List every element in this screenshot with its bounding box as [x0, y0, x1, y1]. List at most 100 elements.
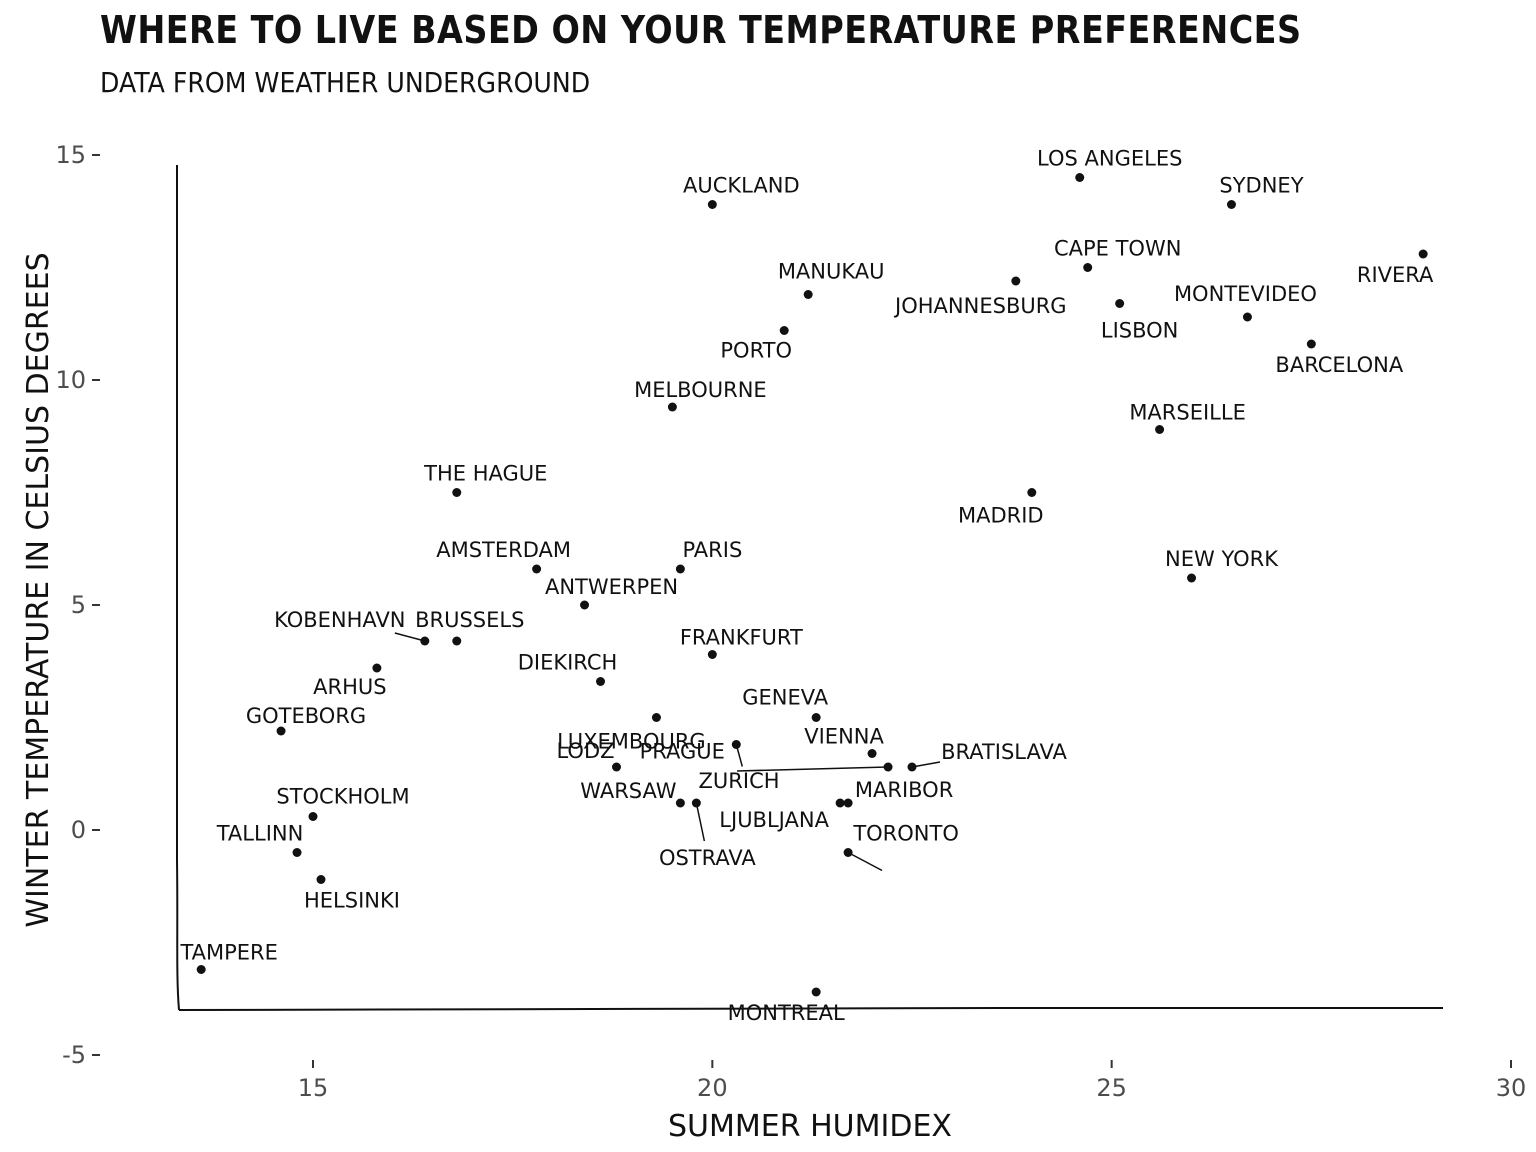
- data-point: [1075, 173, 1085, 182]
- data-point: [835, 798, 845, 808]
- city-label: PORTO: [720, 339, 792, 363]
- city-label: DIEKIRCH: [518, 651, 618, 675]
- data-point: [667, 402, 677, 412]
- city-label: STOCKHOLM: [276, 785, 409, 809]
- city-label: MARSEILLE: [1129, 401, 1246, 425]
- x-tick-label: 20: [697, 1074, 728, 1102]
- data-point: [420, 636, 430, 646]
- y-axis-title: WINTER TEMPERATURE IN CELSIUS DEGREES: [21, 252, 56, 927]
- data-point: [811, 987, 821, 997]
- leader-line: [394, 632, 426, 642]
- chart-title: WHERE TO LIVE BASED ON YOUR TEMPERATURE …: [100, 8, 1302, 52]
- city-label: KOBENHAVN: [274, 608, 405, 632]
- data-point: [1226, 200, 1236, 209]
- data-points: [196, 173, 1428, 997]
- data-point: [196, 965, 206, 974]
- city-label: HELSINKI: [304, 889, 400, 913]
- data-point: [316, 875, 326, 884]
- city-label: VIENNA: [804, 725, 884, 749]
- city-label: MARIBOR: [855, 778, 953, 802]
- city-label: LUXEMBOURG: [557, 730, 706, 754]
- city-label: MANUKAU: [778, 260, 885, 284]
- x-tick-label: 30: [1496, 1074, 1527, 1102]
- data-point: [611, 762, 621, 772]
- city-label: WARSAW: [580, 779, 677, 803]
- y-tick-label: 5: [71, 591, 86, 619]
- data-point: [1083, 263, 1093, 272]
- city-label: TAMPERE: [179, 941, 277, 965]
- city-label: LOS ANGELES: [1037, 147, 1182, 171]
- city-label: LJUBLJANA: [719, 808, 829, 832]
- data-point: [372, 663, 382, 673]
- data-point: [867, 749, 877, 758]
- city-label: CAPE TOWN: [1054, 237, 1181, 261]
- city-label: BRATISLAVA: [941, 740, 1067, 764]
- y-axis-line: [175, 164, 180, 1011]
- data-point: [883, 762, 893, 772]
- city-label: GENEVA: [742, 686, 829, 710]
- city-label: PRAGUE: [640, 740, 725, 764]
- data-point: [675, 798, 685, 808]
- data-point: [779, 326, 789, 335]
- city-label: AMSTERDAM: [436, 538, 571, 562]
- city-label: TALLINN: [216, 822, 304, 846]
- city-label: MONTEVIDEO: [1174, 282, 1317, 306]
- chart-subtitle: DATA FROM WEATHER UNDERGROUND: [100, 66, 591, 99]
- data-point: [580, 600, 590, 610]
- y-axis-ticks: -5 0 5 10 15: [55, 141, 100, 1069]
- x-tick-label: 25: [1096, 1074, 1127, 1102]
- city-label: SYDNEY: [1219, 174, 1303, 198]
- city-label: MONTREAL: [728, 1001, 845, 1025]
- city-labels: LOS ANGELES SYDNEY AUCKLAND RIVERA CAPE TOWN…: [179, 147, 1434, 1026]
- city-label: GOTEBORG: [246, 704, 366, 728]
- data-point: [596, 677, 606, 686]
- data-point: [292, 848, 302, 857]
- y-tick-label: 10: [55, 366, 86, 394]
- y-tick-label: -5: [62, 1041, 86, 1069]
- x-axis-ticks: 15 20 25 30: [298, 1060, 1527, 1102]
- city-label: FRANKFURT: [680, 626, 803, 650]
- data-point: [452, 488, 462, 497]
- city-label: JOHANNESBURG: [893, 294, 1067, 318]
- data-point: [907, 762, 917, 772]
- city-label: THE HAGUE: [423, 462, 547, 486]
- data-point: [707, 200, 717, 209]
- city-label: ZURICH: [699, 769, 780, 793]
- leader-line: [695, 802, 706, 842]
- city-label: NEW YORK: [1165, 547, 1279, 571]
- leader-line: [847, 851, 883, 872]
- city-label: ANTWERPEN: [545, 575, 678, 599]
- data-point: [707, 650, 717, 659]
- city-label: LISBON: [1101, 319, 1179, 343]
- label-leader-lines: [394, 632, 941, 872]
- city-label: OSTRAVA: [659, 846, 756, 870]
- data-point: [1011, 276, 1021, 286]
- leader-line: [911, 761, 941, 768]
- data-point: [843, 798, 853, 808]
- data-point: [1306, 339, 1316, 349]
- city-label: BRUSSELS: [415, 608, 524, 632]
- data-point: [1418, 249, 1428, 259]
- data-point: [731, 740, 741, 749]
- data-point: [1027, 488, 1037, 497]
- data-point: [1155, 425, 1165, 434]
- y-tick-label: 15: [55, 141, 86, 169]
- x-tick-label: 15: [298, 1074, 329, 1102]
- data-point: [1187, 573, 1197, 583]
- city-label: ARHUS: [313, 675, 386, 699]
- data-point: [651, 713, 661, 722]
- city-label: AUCKLAND: [683, 174, 800, 198]
- data-point: [1242, 312, 1252, 322]
- data-point: [1115, 299, 1125, 308]
- leader-line: [737, 766, 889, 772]
- y-tick-label: 0: [71, 816, 86, 844]
- data-point: [803, 290, 813, 299]
- city-label: BARCELONA: [1275, 353, 1403, 377]
- city-label: MELBOURNE: [634, 378, 767, 402]
- data-point: [675, 564, 685, 574]
- x-axis-title: SUMMER HUMIDEX: [668, 1109, 952, 1144]
- data-point: [811, 713, 821, 722]
- city-label: PARIS: [682, 538, 742, 562]
- city-label: LODZ: [556, 739, 614, 763]
